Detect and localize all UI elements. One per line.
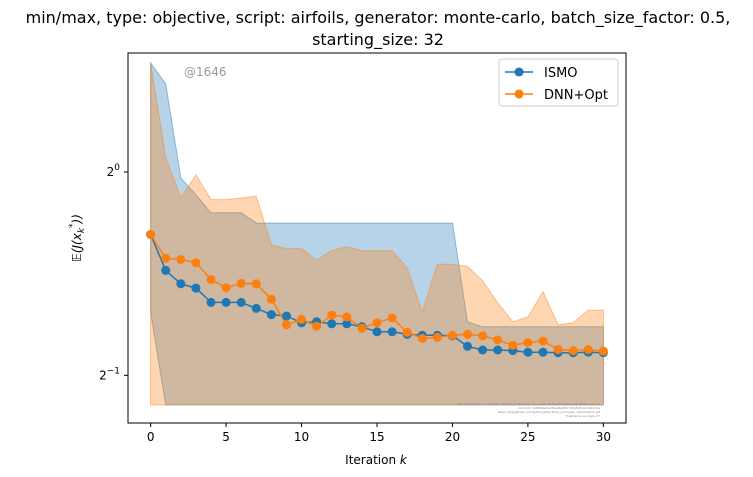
credit-line-3: Hostname: eu-login-27 bbox=[566, 414, 600, 418]
point-ismo-8 bbox=[266, 310, 276, 320]
point-dnn-opt-23 bbox=[493, 335, 503, 345]
min-max-bands bbox=[150, 61, 604, 406]
x-tick-label-20: 20 bbox=[445, 430, 460, 444]
point-dnn-opt-28 bbox=[568, 346, 578, 356]
legend-marker-dnn-opt bbox=[514, 89, 524, 99]
point-ismo-6 bbox=[236, 297, 246, 307]
credits-text: By Kjetil Olsen Lye @ ETHZ <kjetil.o.lye… bbox=[458, 402, 601, 418]
point-dnn-opt-1 bbox=[161, 253, 171, 263]
point-dnn-opt-4 bbox=[206, 275, 216, 285]
point-dnn-opt-10 bbox=[297, 314, 306, 324]
point-dnn-opt-26 bbox=[538, 336, 548, 346]
y-axis-label-close: )) bbox=[70, 214, 84, 224]
series-markers bbox=[146, 230, 608, 358]
point-dnn-opt-13 bbox=[342, 312, 352, 322]
y-tick-label-exp-1: −1 bbox=[107, 366, 120, 376]
watermark: @1646 bbox=[184, 65, 227, 79]
legend: ISMO DNN+Opt bbox=[498, 58, 619, 107]
point-ismo-21 bbox=[463, 341, 472, 351]
point-dnn-opt-6 bbox=[236, 278, 246, 288]
y-axis-label: 𝔼(J(xk*)) bbox=[68, 214, 87, 262]
point-ismo-13 bbox=[342, 319, 352, 329]
point-ismo-12 bbox=[327, 319, 337, 329]
plot-area bbox=[146, 61, 608, 406]
point-dnn-opt-12 bbox=[327, 310, 337, 320]
y-axis-label-text: 𝔼(J(xk*)) bbox=[68, 214, 87, 262]
point-dnn-opt-18 bbox=[417, 333, 427, 343]
legend-label-dnn-opt: DNN+Opt bbox=[544, 88, 608, 103]
point-ismo-23 bbox=[493, 345, 503, 355]
point-ismo-2 bbox=[176, 279, 186, 289]
y-tick-label-0: 20 bbox=[107, 163, 121, 179]
credit-line-2: Repo: git@github.com:kjetil-lye/iterativ… bbox=[498, 410, 601, 414]
point-dnn-opt-21 bbox=[463, 329, 472, 339]
point-ismo-15 bbox=[372, 327, 382, 337]
x-axis-ticks: 0 5 10 15 20 25 30 bbox=[147, 423, 611, 444]
y-tick-label-base-0: 2 bbox=[107, 165, 115, 179]
x-tick-label-15: 15 bbox=[369, 430, 384, 444]
y-axis-label-sup: * bbox=[68, 223, 78, 228]
credit-line-1: Commit: 1b6f18aa5e3f0a24ad0b7d6a5d0ca13a… bbox=[518, 406, 600, 410]
x-tick-label-10: 10 bbox=[294, 430, 309, 444]
y-tick-label-exp-0: 0 bbox=[114, 163, 120, 173]
point-dnn-opt-20 bbox=[448, 330, 457, 340]
point-ismo-9 bbox=[282, 311, 291, 321]
point-dnn-opt-16 bbox=[387, 313, 397, 323]
point-dnn-opt-5 bbox=[221, 283, 231, 293]
point-dnn-opt-19 bbox=[432, 332, 442, 342]
x-axis-label-var: k bbox=[400, 453, 408, 467]
point-dnn-opt-22 bbox=[478, 331, 488, 341]
x-axis-label: Iteration k bbox=[345, 453, 408, 467]
point-ismo-7 bbox=[251, 303, 261, 313]
point-dnn-opt-27 bbox=[553, 345, 563, 354]
point-ismo-3 bbox=[191, 283, 201, 293]
x-axis-label-text: Iteration bbox=[345, 453, 400, 467]
legend-label-ismo: ISMO bbox=[544, 66, 578, 81]
y-tick-label-1: 2−1 bbox=[99, 366, 120, 382]
point-ismo-16 bbox=[387, 327, 397, 337]
point-dnn-opt-11 bbox=[312, 321, 322, 331]
point-dnn-opt-17 bbox=[402, 327, 412, 337]
legend-marker-ismo bbox=[514, 67, 524, 77]
x-tick-label-5: 5 bbox=[222, 430, 230, 444]
chart-title-line-2: starting_size: 32 bbox=[312, 30, 444, 50]
point-dnn-opt-2 bbox=[176, 255, 186, 264]
point-dnn-opt-24 bbox=[508, 340, 518, 350]
chart-title-line-1: min/max, type: objective, script: airfoi… bbox=[26, 8, 731, 28]
point-dnn-opt-9 bbox=[282, 320, 291, 330]
point-dnn-opt-7 bbox=[251, 279, 261, 289]
point-ismo-22 bbox=[478, 345, 488, 355]
point-dnn-opt-25 bbox=[523, 338, 533, 348]
point-ismo-1 bbox=[161, 265, 171, 275]
point-ismo-26 bbox=[538, 347, 548, 357]
y-axis-label-sub: k bbox=[77, 227, 87, 233]
point-dnn-opt-14 bbox=[357, 323, 367, 333]
point-ismo-4 bbox=[206, 297, 216, 307]
x-tick-label-30: 30 bbox=[596, 430, 611, 444]
point-dnn-opt-29 bbox=[583, 345, 593, 354]
point-dnn-opt-30 bbox=[598, 346, 608, 356]
band-ismo bbox=[150, 61, 604, 406]
credit-line-0: By Kjetil Olsen Lye @ ETHZ <kjetil.o.lye… bbox=[458, 402, 600, 406]
point-dnn-opt-8 bbox=[266, 294, 276, 304]
y-tick-label-base-1: 2 bbox=[99, 368, 107, 382]
point-ismo-25 bbox=[523, 347, 533, 357]
y-axis-ticks: 202−1 bbox=[99, 163, 128, 382]
x-tick-label-0: 0 bbox=[147, 430, 155, 444]
point-ismo-5 bbox=[221, 297, 231, 307]
x-tick-label-25: 25 bbox=[520, 430, 535, 444]
point-dnn-opt-3 bbox=[191, 258, 201, 268]
band-dnn-opt bbox=[150, 62, 604, 406]
point-dnn-opt-0 bbox=[146, 230, 156, 239]
point-dnn-opt-15 bbox=[372, 318, 382, 328]
